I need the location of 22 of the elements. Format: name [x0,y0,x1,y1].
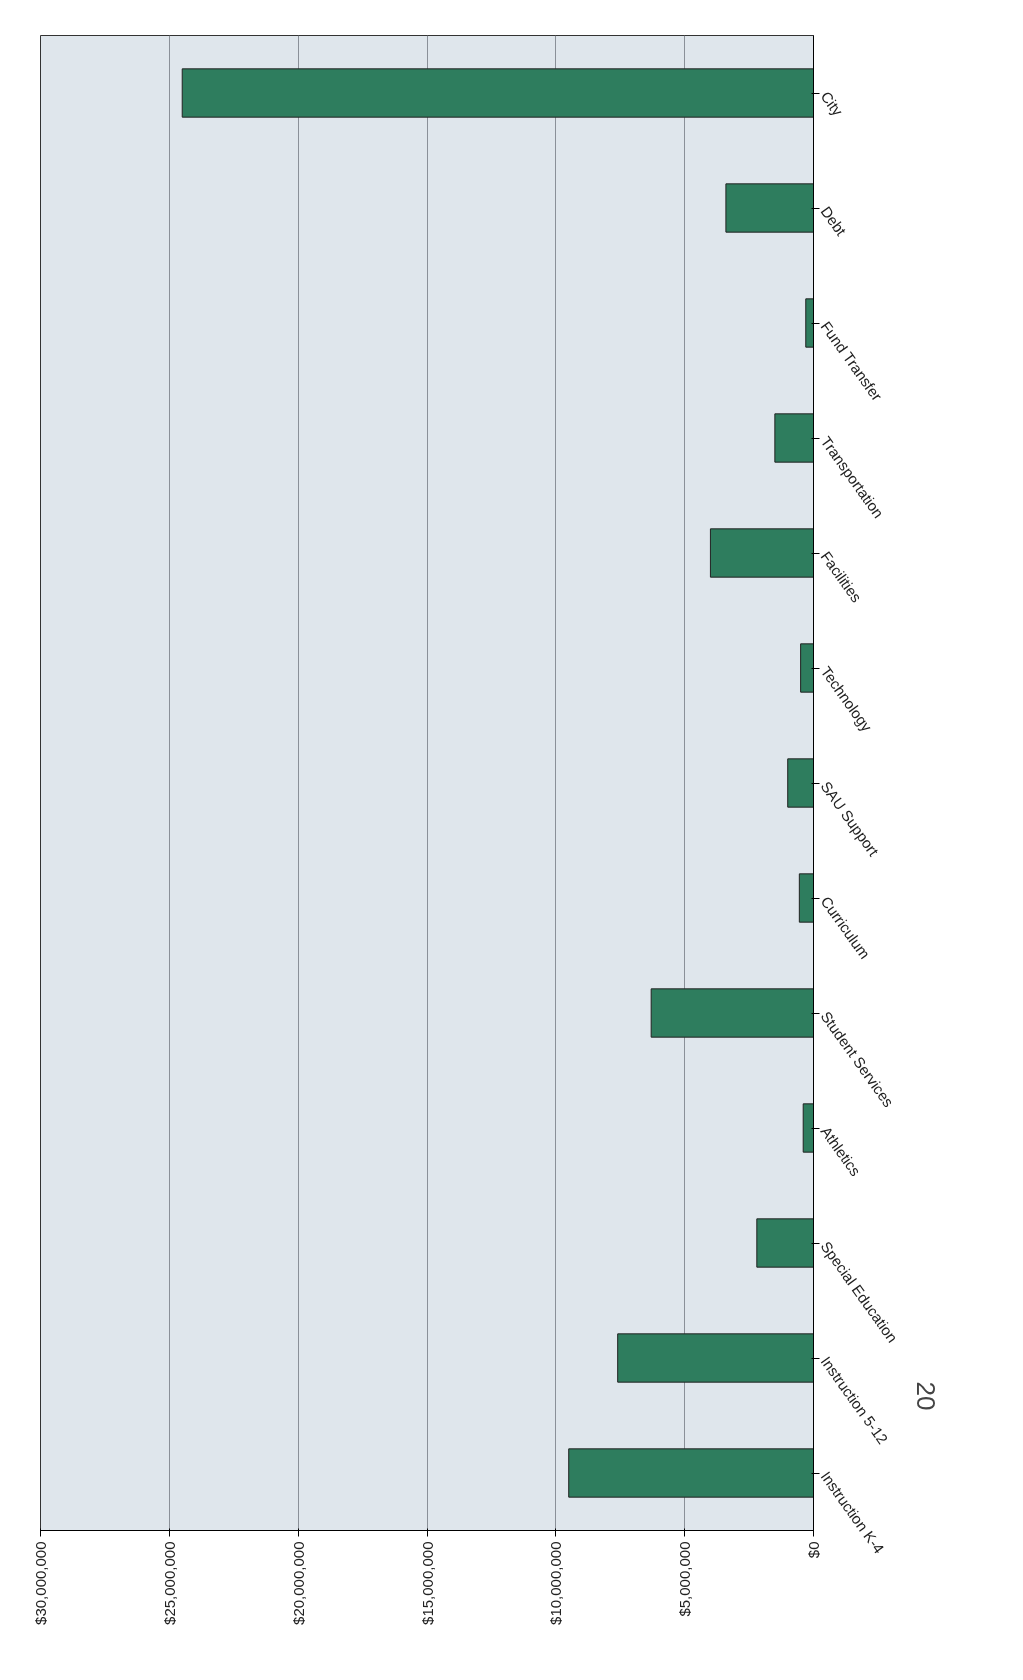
x-tick-label: $30,000,000 [32,1541,49,1625]
bar [802,1103,814,1153]
x-tick-label: $10,000,000 [547,1541,565,1625]
x-tick-label: $0 [805,1541,822,1559]
bar [805,298,814,348]
bar [709,528,814,578]
x-tick-label: $25,000,000 [160,1541,178,1625]
x-tick-label: $5,000,000 [676,1541,694,1617]
y-tick-label: City [817,88,847,120]
bar [800,643,814,693]
bar [798,873,814,923]
x-tick-label: $20,000,000 [289,1541,307,1625]
text: 20 [910,1381,941,1411]
bar [617,1333,814,1383]
bar [787,758,814,808]
bar [725,183,814,233]
bar [650,988,814,1038]
bar [181,68,814,118]
bar [756,1218,814,1268]
x-tick-label: $15,000,000 [418,1541,436,1625]
bar [774,413,814,463]
bar [568,1448,814,1498]
